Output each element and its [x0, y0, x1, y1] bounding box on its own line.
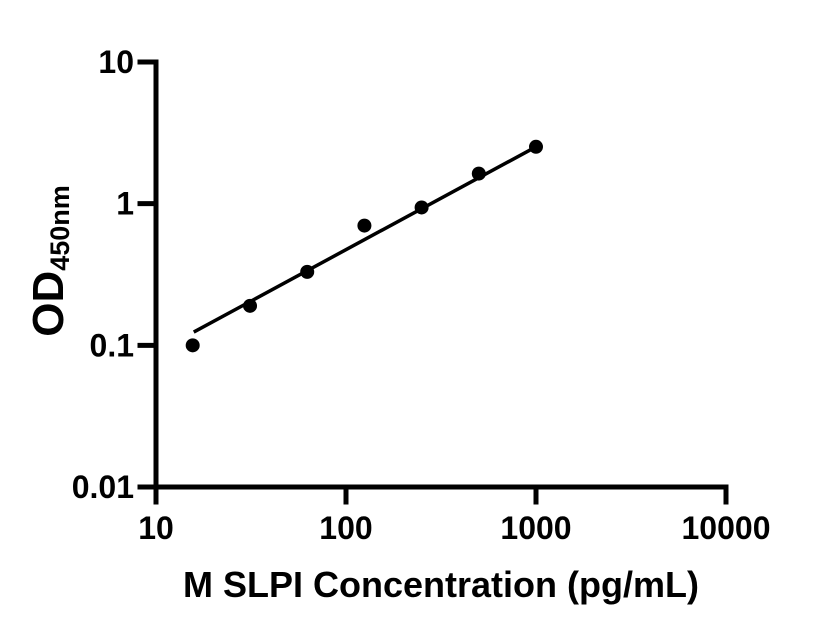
x-tick-label: 10	[138, 510, 174, 546]
od-label: OD	[24, 271, 73, 337]
data-point	[300, 264, 315, 279]
y-tick-label: 10	[98, 44, 134, 80]
data-point	[185, 338, 200, 353]
x-tick-label: 1000	[500, 510, 571, 546]
data-point	[414, 200, 429, 215]
data-point	[471, 166, 486, 181]
y-tick-label: 0.1	[90, 327, 134, 363]
data-point	[529, 139, 543, 154]
data-point	[243, 298, 258, 313]
y-axis-title: OD450nm	[24, 185, 75, 337]
data-point	[357, 218, 372, 233]
y-tick-label: 1	[116, 186, 134, 222]
y-tick-label: 0.01	[72, 469, 134, 505]
x-axis-title: M SLPI Concentration (pg/mL)	[183, 564, 699, 605]
x-tick-label: 10000	[682, 510, 771, 546]
x-tick-label: 100	[319, 510, 372, 546]
od-subscript-label: 450nm	[45, 185, 75, 271]
